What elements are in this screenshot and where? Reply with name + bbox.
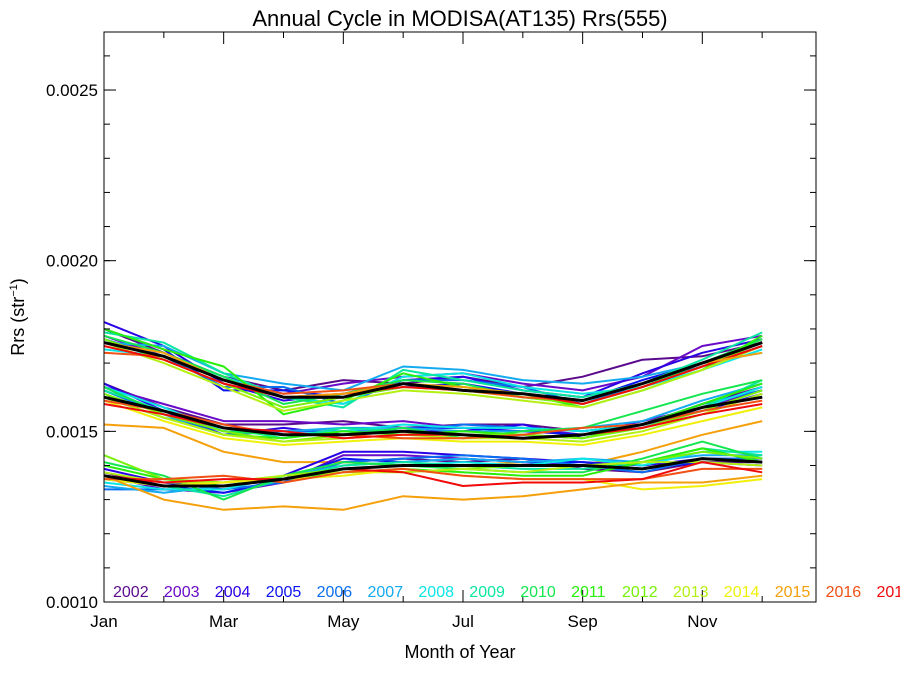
legend-item-2005: 2005	[266, 584, 302, 601]
x-tick-label: Jan	[90, 612, 117, 631]
x-tick-label: May	[327, 612, 360, 631]
legend-item-2003: 2003	[164, 584, 200, 601]
series-layer	[103, 321, 763, 511]
series-line-mid-16	[103, 386, 763, 436]
y-tick-label: 0.0025	[46, 81, 98, 100]
series-line-low-45	[104, 467, 763, 484]
mean-line-1	[103, 395, 763, 440]
x-tick-label: Sep	[568, 612, 598, 631]
mean-layer	[103, 341, 763, 488]
x-axis: Jan Mar May Jul Sep Nov	[90, 32, 763, 631]
y-axis-label: Rrs (str−1)	[8, 278, 28, 356]
legend-item-2002: 2002	[113, 584, 149, 601]
legend-item-2008: 2008	[418, 584, 454, 601]
legend-item-2007: 2007	[368, 584, 404, 601]
legend-item-2014: 2014	[724, 584, 760, 601]
series-line-low-46	[103, 461, 763, 487]
series-line-high-13	[103, 345, 763, 405]
y-axis-label-close: )	[8, 278, 28, 284]
x-axis-label: Month of Year	[404, 642, 515, 662]
y-axis-label-sup: −1	[8, 284, 20, 297]
series-line-high-11	[103, 341, 763, 412]
y-axis-label-main: Rrs (str	[8, 297, 28, 356]
legend-item-2017: 2017	[877, 584, 900, 601]
mean-line-2	[103, 457, 763, 488]
chart-title: Annual Cycle in MODISA(AT135) Rrs(555)	[252, 6, 667, 31]
legend-item-2015: 2015	[775, 584, 811, 601]
y-axis: 0.0010 0.0015 0.0020 0.0025	[46, 55, 816, 612]
legend-item-2010: 2010	[520, 584, 556, 601]
series-line-low-44	[103, 474, 763, 511]
plot-frame	[103, 31, 817, 603]
legend-item-2012: 2012	[622, 584, 658, 601]
legend-item-2009: 2009	[469, 584, 505, 601]
series-line-mid-26	[103, 392, 763, 443]
legend-item-2011: 2011	[571, 584, 606, 601]
series-line-low-33	[103, 450, 763, 491]
legend-item-2013: 2013	[673, 584, 709, 601]
legend-item-2004: 2004	[215, 584, 251, 601]
series-line-low-39	[103, 440, 763, 501]
x-tick-label: Jul	[452, 612, 474, 631]
y-tick-label: 0.0015	[46, 422, 98, 441]
x-tick-label: Nov	[687, 612, 718, 631]
series-line-mid-27	[103, 399, 763, 446]
y-tick-label: 0.0010	[46, 593, 98, 612]
y-tick-label: 0.0020	[46, 252, 98, 271]
legend-item-2016: 2016	[826, 584, 862, 601]
legend: 2002 2003 2004 2005 2006 2007 2008 2009 2010 2011…	[113, 584, 900, 601]
x-tick-label: Mar	[209, 612, 239, 631]
mean-line-0	[103, 341, 763, 403]
legend-item-2006: 2006	[317, 584, 353, 601]
